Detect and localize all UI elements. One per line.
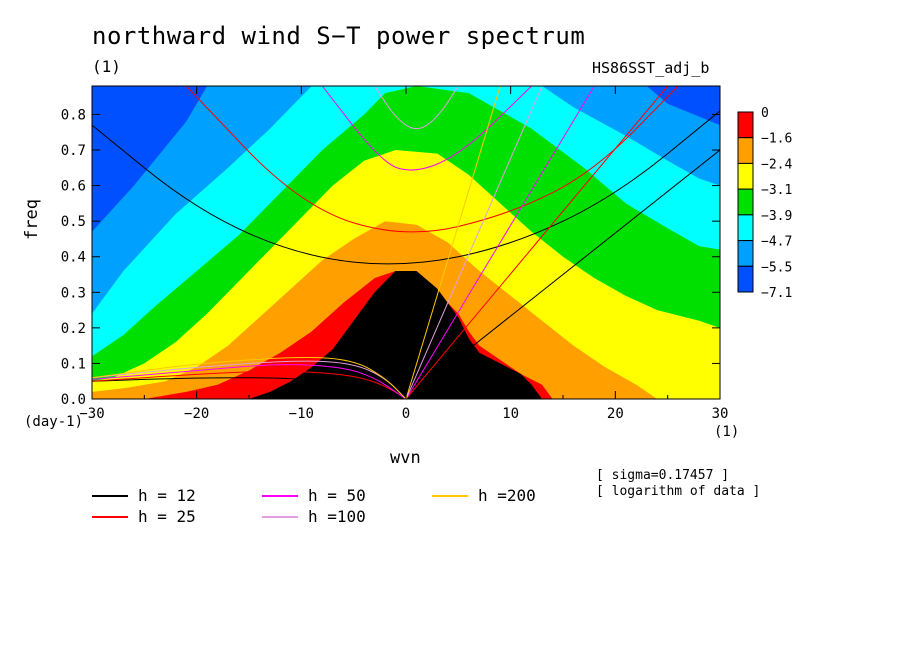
plot-area xyxy=(92,86,720,399)
dispersion-curve-h200-rossby xyxy=(92,357,407,399)
colorbar-swatch xyxy=(737,111,754,139)
dispersion-curve-h200-kelvin xyxy=(405,86,501,399)
y-tick-label: 0.4 xyxy=(61,250,86,266)
y-tick-label: 0.1 xyxy=(61,356,86,372)
colorbar-swatch xyxy=(737,188,754,216)
colorbar-label: −7.1 xyxy=(761,286,792,301)
x-axis-unit: (1) xyxy=(714,424,740,440)
log-note: [ logarithm of data ] xyxy=(596,484,761,499)
dispersion-curve-h50-rossby xyxy=(92,364,407,399)
y-axis-unit: (day-1) xyxy=(24,414,84,430)
sigma-note: [ sigma=0.17457 ] xyxy=(596,468,730,483)
x-tick-label: −30 xyxy=(79,406,104,422)
colorbar-swatch xyxy=(737,265,754,293)
y-tick-label: 0.6 xyxy=(61,179,86,195)
dispersion-curve-h12-wig xyxy=(92,110,720,265)
colorbar-label: −5.5 xyxy=(761,260,792,275)
colorbar-label: −3.9 xyxy=(761,209,792,224)
colorbar-label: −2.4 xyxy=(761,157,792,172)
chart-title-unit: (1) xyxy=(92,57,121,76)
x-axis-label: wvn xyxy=(390,448,421,468)
legend-label-h12: h = 12 xyxy=(138,486,196,505)
y-tick-label: 0.7 xyxy=(61,143,86,159)
dispersion-curve-h25-wig xyxy=(185,86,679,233)
legend-label-h50: h = 50 xyxy=(308,486,366,505)
x-tick-label: 0 xyxy=(402,406,410,422)
colorbar-label: −1.6 xyxy=(761,132,792,147)
legend-swatch-h200 xyxy=(432,495,468,497)
dispersion-curve-h25-rossby xyxy=(92,370,407,399)
x-tick-label: 30 xyxy=(712,406,729,422)
colorbar-swatch xyxy=(737,137,754,164)
legend-swatch-h50 xyxy=(262,495,298,497)
legend-swatch-h25 xyxy=(92,516,128,518)
x-tick-label: −10 xyxy=(289,406,314,422)
y-tick-label: 0.5 xyxy=(61,214,86,230)
y-axis-label: freq xyxy=(22,199,42,240)
x-tick-label: 10 xyxy=(502,406,519,422)
colorbar-label: −4.7 xyxy=(761,235,792,250)
x-tick-label: 20 xyxy=(607,406,624,422)
legend-swatch-h100 xyxy=(262,516,298,518)
dispersion-curve-h25-kelvin xyxy=(405,86,669,399)
y-tick-label: 0.3 xyxy=(61,285,86,301)
y-tick-label: 0.8 xyxy=(61,107,86,123)
colorbar-swatch xyxy=(737,162,754,190)
dispersion-curve-h12-kelvin xyxy=(405,149,720,399)
legend-label-h200: h =200 xyxy=(478,486,536,505)
dispersion-curve-h12-rossby xyxy=(92,377,407,399)
colorbar-swatch xyxy=(737,240,754,267)
colorbar-label: −3.1 xyxy=(761,183,792,198)
colorbar-label: 0 xyxy=(761,106,769,121)
colorbar-swatch xyxy=(737,214,754,242)
legend-label-h100: h =100 xyxy=(308,507,366,526)
dispersion-curve-h100-wig xyxy=(374,86,459,130)
legend-label-h25: h = 25 xyxy=(138,507,196,526)
fill-region-7 xyxy=(249,271,543,399)
chart-title: northward wind S−T power spectrum xyxy=(92,22,586,50)
run-id-label: HS86SST_adj_b xyxy=(592,59,710,77)
x-tick-label: −20 xyxy=(184,406,209,422)
y-tick-label: 0.2 xyxy=(61,321,86,337)
y-tick-label: 0.0 xyxy=(61,392,86,408)
dispersion-curve-h100-rossby xyxy=(92,360,407,399)
legend-swatch-h12 xyxy=(92,495,128,497)
dispersion-curve-h50-wig xyxy=(321,86,532,171)
